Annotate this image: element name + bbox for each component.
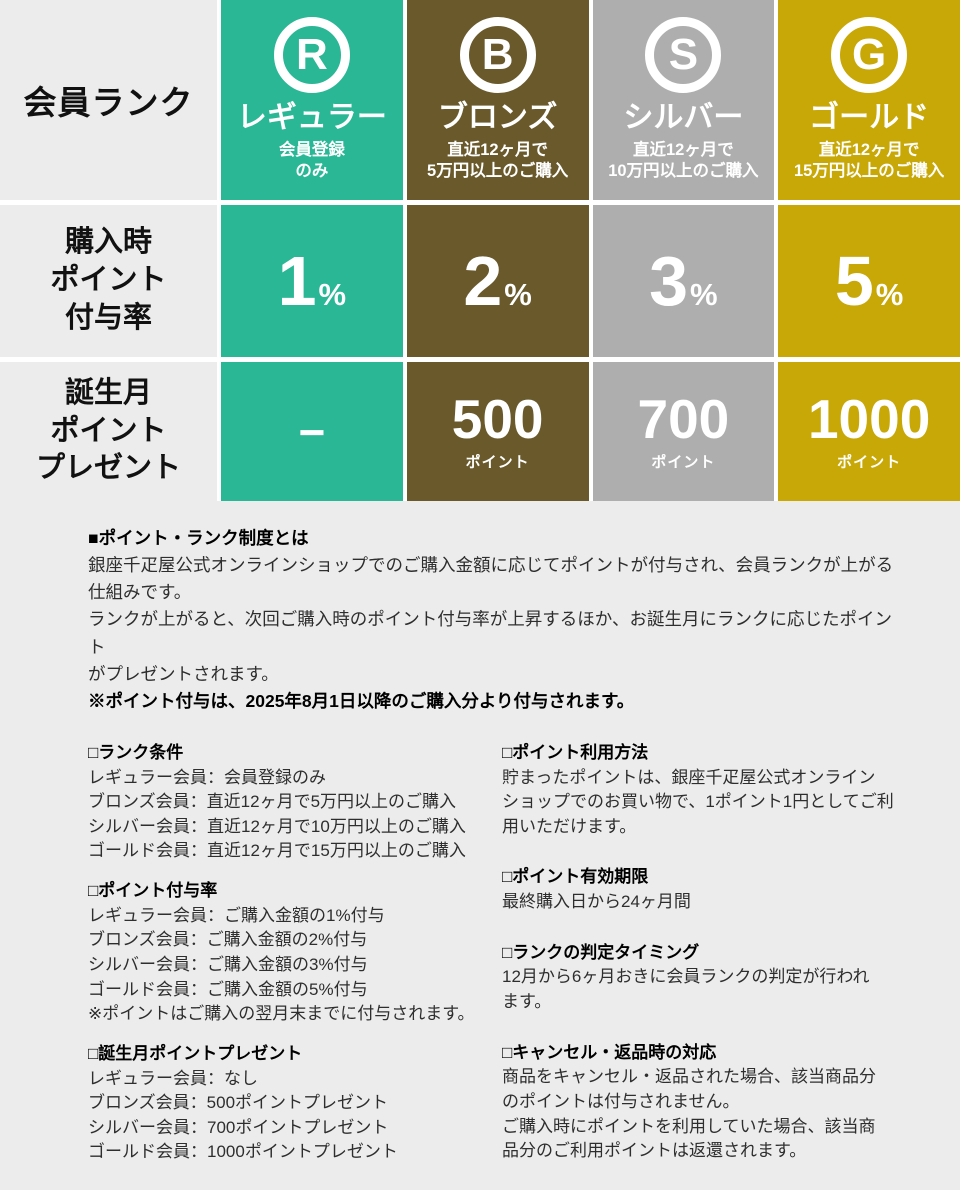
tier-condition: 会員登録 のみ xyxy=(278,141,345,181)
points-unit: ポイント xyxy=(651,453,716,471)
tier-condition: 直近12ヶ月で 10万円以上のご購入 xyxy=(608,141,759,181)
rate-value: 5 xyxy=(834,242,874,320)
intro-heading: ■ポイント・ランク制度とは xyxy=(88,528,309,548)
section-cancel-return: □キャンセル・返品時の対応 商品をキャンセル・返品された場合、該当商品分 のポイ… xyxy=(502,1041,896,1164)
section-rank-conditions: □ランク条件 レギュラー会員：会員登録のみ ブロンズ会員：直近12ヶ月で5万円以… xyxy=(88,741,502,864)
tier-condition: 直近12ヶ月で 15万円以上のご購入 xyxy=(793,141,945,181)
badge-letter: R xyxy=(295,30,328,79)
birthday-points-gold: 1000 ポイント xyxy=(778,362,960,501)
membership-rank-table: 会員ランク R レギュラー 会員登録 のみ B ブロンズ 直近12ヶ月で 5万円… xyxy=(0,0,960,501)
rank-row-label: 会員ランク xyxy=(0,0,217,200)
rank-header-row: 会員ランク R レギュラー 会員登録 のみ B ブロンズ 直近12ヶ月で 5万円… xyxy=(0,0,960,200)
section-point-expiry: □ポイント有効期限 最終購入日から24ヶ月間 xyxy=(502,865,896,914)
detail-column-left: □ランク条件 レギュラー会員：会員登録のみ ブロンズ会員：直近12ヶ月で5万円以… xyxy=(88,741,502,1190)
points-value: 700 xyxy=(637,387,730,450)
tier-header-bronze: B ブロンズ 直近12ヶ月で 5万円以上のご購入 xyxy=(406,0,589,200)
rank-badge-s-icon: S xyxy=(645,17,722,93)
detail-column-right: □ポイント利用方法 貯まったポイントは、銀座千疋屋公式オンライン ショップでのお… xyxy=(502,741,896,1190)
purchase-rate-silver: 3% xyxy=(592,205,775,357)
tier-name: ブロンズ xyxy=(437,101,558,134)
section-body: 商品をキャンセル・返品された場合、該当商品分 のポイントは付与されません。 ご購… xyxy=(502,1067,876,1161)
rate-value: 2 xyxy=(463,242,503,320)
birthday-points-regular: − xyxy=(221,362,403,501)
intro-note: ※ポイント付与は、2025年8月1日以降のご購入分より付与されます。 xyxy=(88,690,635,711)
section-point-usage: □ポイント利用方法 貯まったポイントは、銀座千疋屋公式オンライン ショップでのお… xyxy=(502,741,896,840)
rate-unit: % xyxy=(875,277,904,312)
badge-letter: B xyxy=(481,30,514,79)
points-unit: ポイント xyxy=(837,453,902,471)
detail-columns: □ランク条件 レギュラー会員：会員登録のみ ブロンズ会員：直近12ヶ月で5万円以… xyxy=(88,741,896,1190)
rate-unit: % xyxy=(318,277,347,312)
points-system-intro: ■ポイント・ランク制度とは 銀座千疋屋公式オンラインショップでのご購入金額に応じ… xyxy=(88,525,896,715)
birthday-points-silver: 700 ポイント xyxy=(592,362,775,501)
birthday-points-bronze: 500 ポイント xyxy=(406,362,589,501)
description-area: ■ポイント・ランク制度とは 銀座千疋屋公式オンラインショップでのご購入金額に応じ… xyxy=(0,501,896,1190)
section-birthday-present: □誕生月ポイントプレゼント レギュラー会員：なし ブロンズ会員：500ポイントプ… xyxy=(88,1042,502,1165)
section-rank-judgement-timing: □ランクの判定タイミング 12月から6ヶ月おきに会員ランクの判定が行われ ます。 xyxy=(502,941,896,1015)
badge-letter: G xyxy=(852,30,887,79)
tier-name: シルバー xyxy=(623,101,744,134)
purchase-rate-row-label: 購入時 ポイント 付与率 xyxy=(0,205,217,357)
points-value: 500 xyxy=(451,387,544,450)
badge-letter: S xyxy=(668,30,699,79)
section-heading: □ランクの判定タイミング xyxy=(502,942,700,962)
rate-unit: % xyxy=(690,277,718,312)
tier-header-gold: G ゴールド 直近12ヶ月で 15万円以上のご購入 xyxy=(778,0,960,200)
rate-value: 3 xyxy=(649,242,689,320)
section-heading: □ポイント付与率 xyxy=(88,881,218,901)
tier-name: ゴールド xyxy=(809,101,930,134)
section-body: 最終購入日から24ヶ月間 xyxy=(502,892,691,912)
tier-header-regular: R レギュラー 会員登録 のみ xyxy=(221,0,403,200)
section-body: レギュラー会員：なし ブロンズ会員：500ポイントプレゼント シルバー会員：70… xyxy=(88,1068,398,1162)
rate-unit: % xyxy=(504,277,532,312)
section-body: 12月から6ヶ月おきに会員ランクの判定が行われ ます。 xyxy=(502,967,870,1011)
purchase-rate-regular: 1% xyxy=(221,205,403,357)
tier-header-silver: S シルバー 直近12ヶ月で 10万円以上のご購入 xyxy=(592,0,775,200)
section-heading: □誕生月ポイントプレゼント xyxy=(88,1043,303,1063)
section-body: レギュラー会員：会員登録のみ ブロンズ会員：直近12ヶ月で5万円以上のご購入 シ… xyxy=(88,767,466,861)
section-heading: □ポイント有効期限 xyxy=(502,867,649,887)
section-heading: □ランク条件 xyxy=(88,742,184,762)
tier-name: レギュラー xyxy=(236,101,387,134)
section-heading: □キャンセル・返品時の対応 xyxy=(502,1042,717,1062)
purchase-rate-gold: 5% xyxy=(778,205,960,357)
rate-value: 1 xyxy=(277,242,317,320)
points-unit: ポイント xyxy=(465,453,530,471)
rank-badge-b-icon: B xyxy=(459,17,536,93)
rank-badge-g-icon: G xyxy=(831,17,908,93)
section-heading: □ポイント利用方法 xyxy=(502,742,649,762)
points-value: 1000 xyxy=(807,387,931,450)
intro-body: 銀座千疋屋公式オンラインショップでのご購入金額に応じてポイントが付与され、会員ラ… xyxy=(88,555,894,684)
section-point-rate: □ポイント付与率 レギュラー会員：ご購入金額の1%付与 ブロンズ会員：ご購入金額… xyxy=(88,879,502,1027)
section-body: 貯まったポイントは、銀座千疋屋公式オンライン ショップでのお買い物で、1ポイント… xyxy=(502,767,894,836)
purchase-rate-row: 購入時 ポイント 付与率 1% 2% 3% 5% xyxy=(0,205,960,357)
tier-condition: 直近12ヶ月で 5万円以上のご購入 xyxy=(427,141,569,181)
rank-badge-r-icon: R xyxy=(273,17,350,93)
birthday-points-row: 誕生月 ポイント プレゼント − 500 ポイント 700 ポイント 1000 … xyxy=(0,362,960,501)
birthday-row-label: 誕生月 ポイント プレゼント xyxy=(0,362,217,501)
section-body: レギュラー会員：ご購入金額の1%付与 ブロンズ会員：ご購入金額の2%付与 シルバ… xyxy=(88,905,475,1024)
no-points-dash: − xyxy=(298,405,326,458)
purchase-rate-bronze: 2% xyxy=(406,205,589,357)
